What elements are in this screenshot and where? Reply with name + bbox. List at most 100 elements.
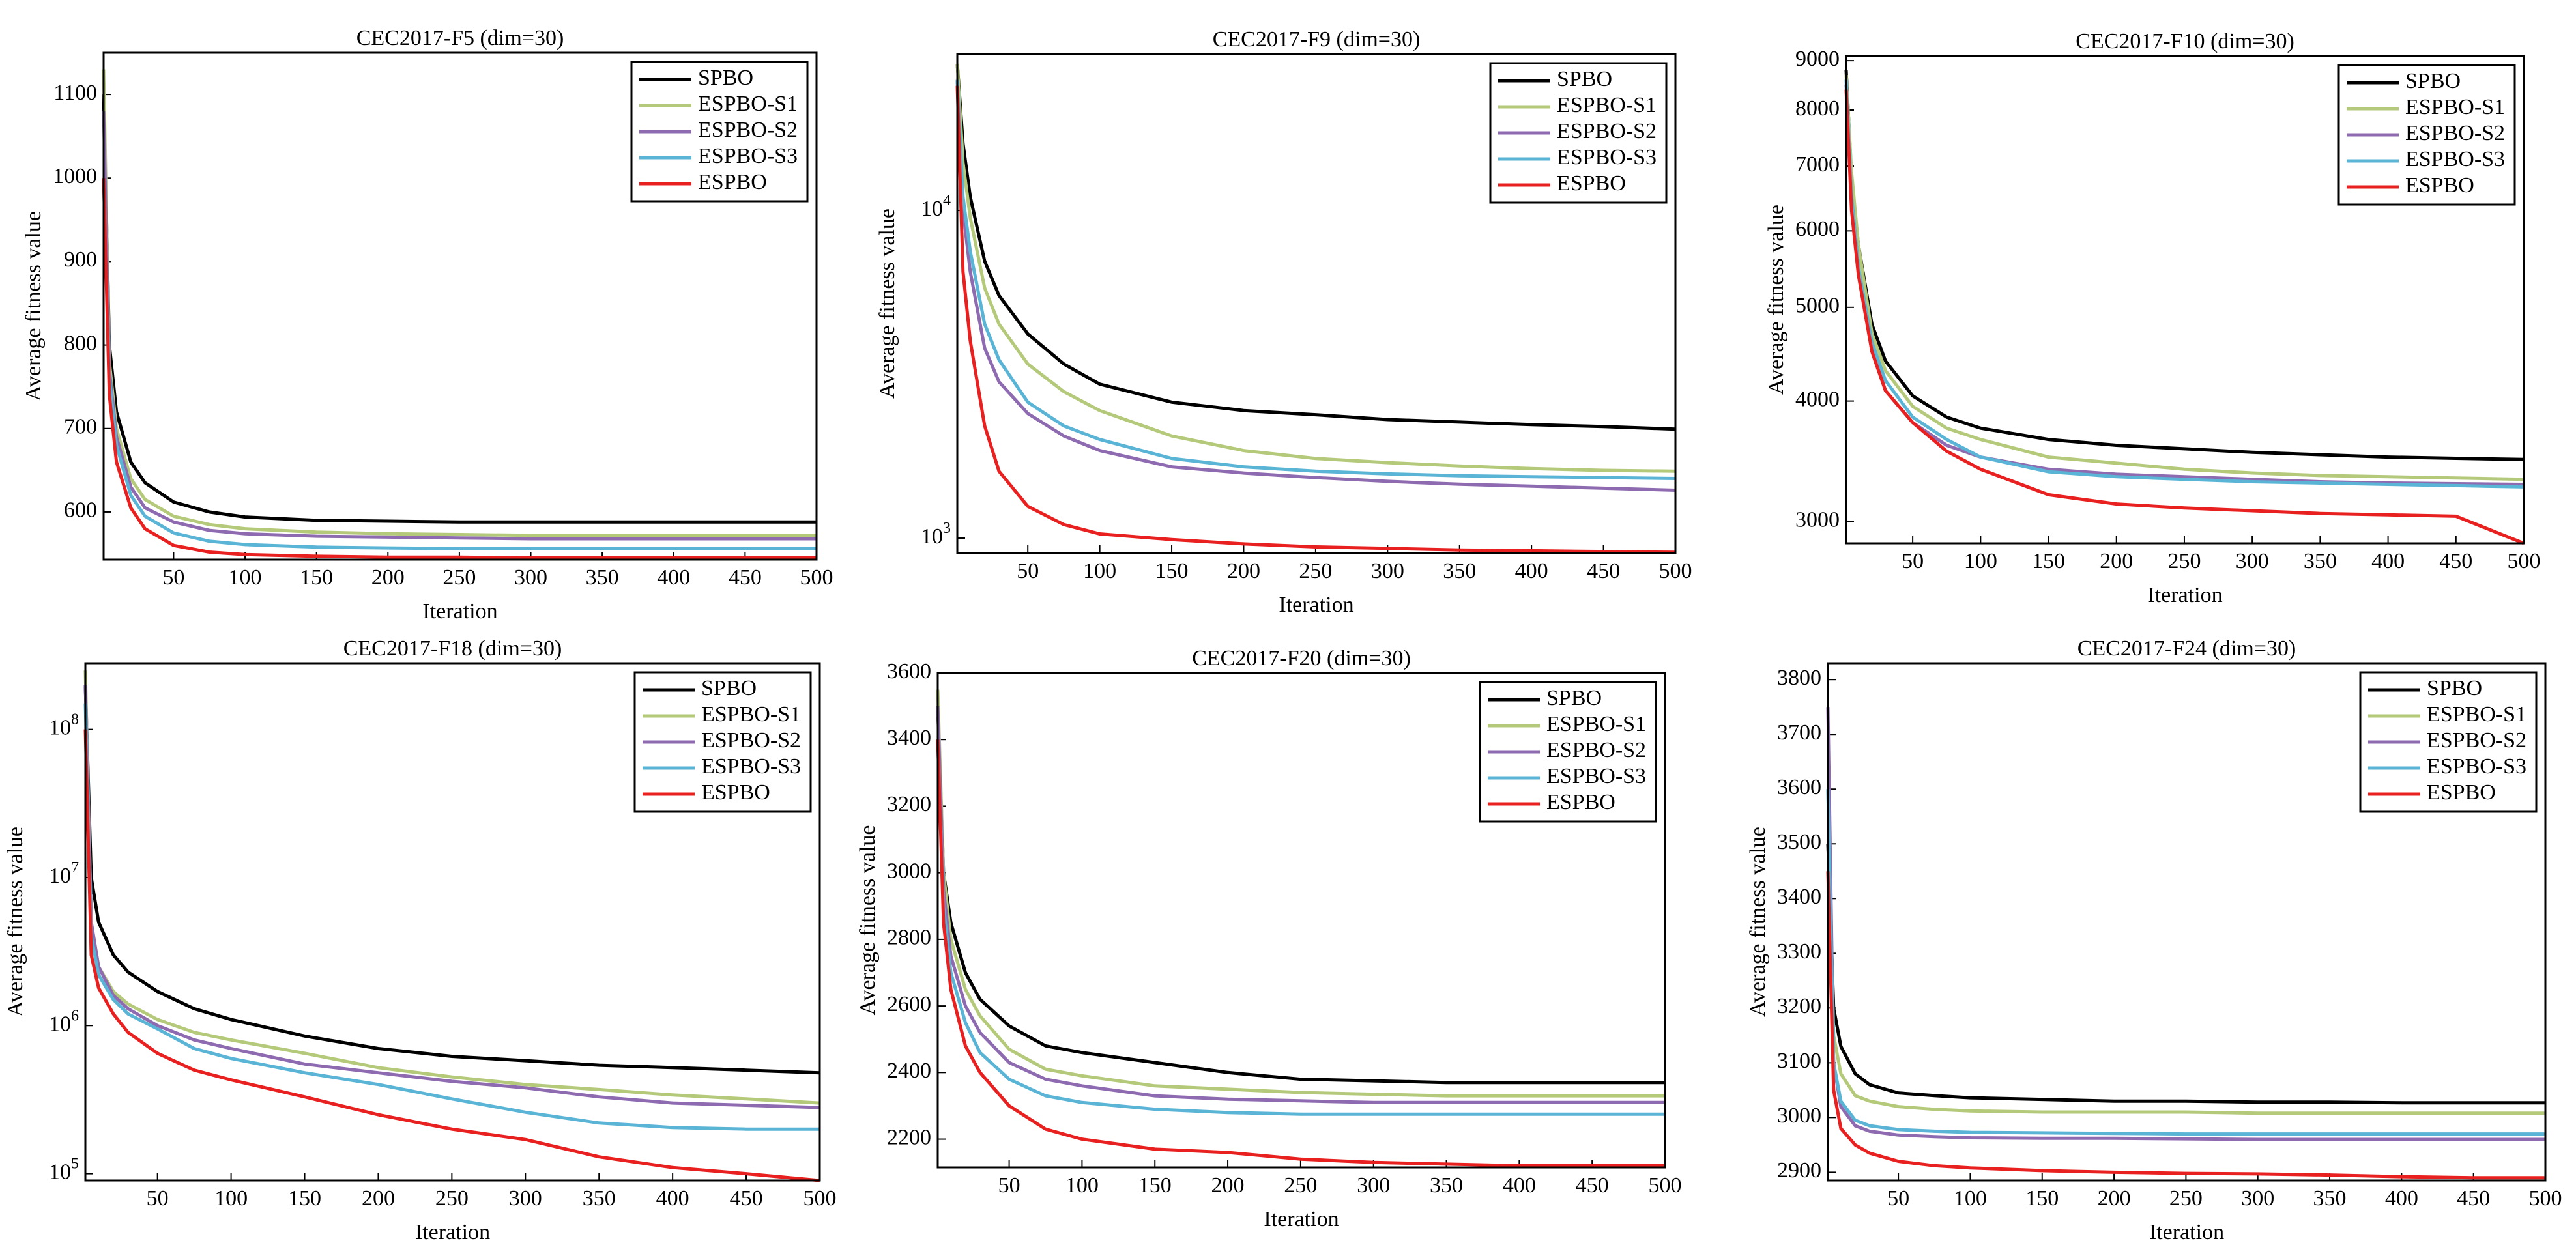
y-tick-label: 3500 — [1777, 830, 1821, 854]
legend-label: ESPBO-S3 — [698, 144, 798, 168]
axes-box — [1845, 55, 2525, 545]
y-tick-label: 3200 — [887, 792, 931, 816]
x-axis-label: Iteration — [1279, 593, 1353, 617]
legend-label: ESPBO-S1 — [698, 92, 798, 116]
y-tick-label: 2800 — [887, 926, 931, 950]
x-tick-label: 300 — [514, 565, 547, 590]
y-tick-label: 3300 — [1777, 939, 1821, 964]
legend-label: ESPBO — [2405, 173, 2474, 197]
x-tick-label: 150 — [1155, 559, 1189, 583]
legend-label: SPBO — [1546, 686, 1602, 710]
series-line — [1844, 74, 2525, 481]
x-tick-label: 450 — [1576, 1173, 1609, 1197]
x-tick-label: 350 — [1430, 1173, 1463, 1197]
x-tick-label: 50 — [998, 1173, 1020, 1197]
series-line — [83, 703, 820, 1131]
legend-label: ESPBO-S3 — [701, 754, 801, 779]
x-tick-label: 250 — [435, 1186, 469, 1210]
x-axis-label: Iteration — [415, 1220, 490, 1244]
legend-label: ESPBO-S1 — [1557, 93, 1657, 117]
chart-title: CEC2017-F24 (dim=30) — [2077, 636, 2296, 661]
y-tick-label: 900 — [64, 248, 97, 272]
x-tick-label: 200 — [362, 1186, 395, 1210]
x-tick-label: 450 — [1587, 559, 1620, 583]
y-tick-label: 3800 — [1777, 666, 1821, 690]
x-tick-label: 200 — [2098, 1186, 2131, 1210]
series-line — [955, 79, 1676, 480]
series-line — [1844, 89, 2525, 545]
chart-title: CEC2017-F9 (dim=30) — [1213, 27, 1421, 51]
legend-label: ESPBO-S2 — [1557, 119, 1657, 143]
x-tick-label: 100 — [1964, 549, 1997, 573]
series-line — [955, 63, 1676, 431]
axes-box — [936, 672, 1666, 1169]
series-line — [955, 85, 1676, 554]
series-line — [955, 79, 1676, 492]
series-line — [102, 178, 817, 560]
x-tick-label: 450 — [730, 1186, 763, 1210]
axes-box — [84, 662, 821, 1182]
y-tick-label: 9000 — [1795, 47, 1840, 71]
y-axis-label: Average fitness value — [1764, 205, 1788, 395]
axes-box — [102, 51, 818, 561]
legend-label: ESPBO — [698, 170, 767, 194]
x-axis-label: Iteration — [2147, 583, 2222, 607]
series-line — [1826, 844, 2545, 1105]
legend-label: ESPBO-S1 — [2405, 95, 2505, 119]
legend-label: ESPBO-S1 — [701, 702, 801, 726]
y-tick-label: 3600 — [1777, 775, 1821, 799]
y-tick-label: 2900 — [1777, 1158, 1821, 1182]
y-axis-label: Average fitness value — [22, 211, 46, 401]
x-tick-label: 450 — [729, 565, 762, 590]
x-tick-label: 450 — [2439, 549, 2472, 573]
y-tick-label: 8000 — [1795, 96, 1840, 121]
y-tick-label: 600 — [64, 498, 97, 522]
x-axis-label: Iteration — [1264, 1207, 1339, 1231]
series-line — [102, 178, 817, 550]
y-tick-label: 3400 — [1777, 885, 1821, 909]
y-tick-label: 3000 — [1777, 1104, 1821, 1128]
y-tick-label: 3000 — [1795, 508, 1840, 532]
panel: CEC2017-F9 (dim=30) Iteration Average fitn… — [875, 27, 1692, 617]
legend-label: ESPBO — [1557, 171, 1626, 195]
y-tick-label: 3000 — [887, 859, 931, 883]
x-tick-label: 150 — [300, 565, 333, 590]
x-tick-label: 100 — [1065, 1173, 1099, 1197]
y-tick-label: 105 — [49, 1155, 79, 1184]
y-tick-label: 3700 — [1777, 721, 1821, 745]
y-tick-label: 106 — [49, 1007, 79, 1036]
legend-label: ESPBO-S1 — [2427, 702, 2526, 726]
x-tick-label: 150 — [2025, 1186, 2059, 1210]
x-tick-label: 300 — [2236, 549, 2269, 573]
chart-title: CEC2017-F18 (dim=30) — [343, 636, 562, 661]
y-tick-label: 104 — [921, 192, 951, 220]
y-tick-label: 107 — [49, 859, 79, 887]
series-line — [102, 111, 817, 541]
legend-label: ESPBO-S3 — [2405, 147, 2505, 171]
legend-label: ESPBO-S3 — [2427, 754, 2526, 779]
x-axis-label: Iteration — [422, 599, 497, 623]
legend-label: SPBO — [701, 676, 757, 700]
x-tick-label: 400 — [2371, 549, 2405, 573]
y-axis-label: Average fitness value — [856, 825, 880, 1015]
legend-label: SPBO — [2405, 69, 2461, 93]
x-tick-label: 450 — [2457, 1186, 2490, 1210]
x-tick-label: 50 — [147, 1186, 169, 1210]
x-tick-label: 400 — [2385, 1186, 2418, 1210]
legend-label: SPBO — [698, 66, 753, 90]
legend-label: ESPBO-S2 — [701, 728, 801, 752]
panel: CEC2017-F18 (dim=30) Iteration Average fit… — [3, 636, 837, 1244]
x-tick-label: 350 — [583, 1186, 616, 1210]
chart-title: CEC2017-F5 (dim=30) — [356, 26, 564, 50]
legend-label: ESPBO-S3 — [1546, 764, 1646, 788]
series-line — [955, 63, 1676, 473]
y-tick-label: 1000 — [53, 164, 97, 188]
x-tick-label: 500 — [800, 565, 833, 590]
x-tick-label: 400 — [1515, 559, 1548, 583]
x-tick-label: 500 — [2529, 1186, 2562, 1210]
y-tick-label: 3200 — [1777, 994, 1821, 1018]
x-tick-label: 350 — [2304, 549, 2337, 573]
legend-label: ESPBO-S1 — [1546, 712, 1646, 736]
series-line — [102, 94, 817, 524]
legend-label: ESPBO-S3 — [1557, 145, 1657, 169]
